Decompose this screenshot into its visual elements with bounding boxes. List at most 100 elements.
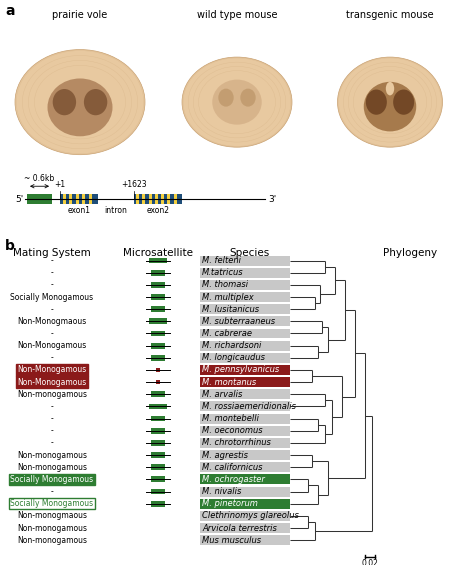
Text: Non-Monogamous: Non-Monogamous bbox=[18, 341, 87, 350]
Text: M. thomasi: M. thomasi bbox=[202, 280, 248, 289]
Bar bbox=[161, 194, 164, 205]
Text: -: - bbox=[51, 438, 54, 447]
Bar bbox=[70, 194, 73, 205]
Text: M. oeconomus: M. oeconomus bbox=[202, 426, 263, 435]
Ellipse shape bbox=[393, 89, 414, 115]
Text: Socially Monogamous: Socially Monogamous bbox=[10, 293, 93, 302]
Bar bbox=[151, 355, 165, 360]
Text: Non-monogamous: Non-monogamous bbox=[17, 536, 87, 545]
Text: M. agrestis: M. agrestis bbox=[202, 450, 248, 459]
Text: Mus musculus: Mus musculus bbox=[202, 536, 261, 545]
Bar bbox=[63, 194, 66, 205]
Ellipse shape bbox=[47, 79, 112, 136]
Text: Clethrinomys glareolus: Clethrinomys glareolus bbox=[202, 511, 299, 520]
Bar bbox=[200, 535, 290, 545]
Bar bbox=[151, 331, 165, 336]
Text: M.tatricus: M.tatricus bbox=[202, 268, 244, 277]
Text: Non-monogamous: Non-monogamous bbox=[17, 390, 87, 399]
Text: M. lusitanicus: M. lusitanicus bbox=[202, 305, 259, 314]
Ellipse shape bbox=[240, 89, 255, 107]
Bar bbox=[151, 428, 165, 434]
Bar bbox=[200, 316, 290, 327]
Ellipse shape bbox=[182, 57, 292, 147]
Bar bbox=[151, 270, 165, 276]
Text: prairie vole: prairie vole bbox=[52, 10, 108, 20]
Bar bbox=[134, 194, 182, 205]
Ellipse shape bbox=[15, 50, 145, 155]
Bar bbox=[200, 341, 290, 351]
Text: Non-monogamous: Non-monogamous bbox=[17, 450, 87, 459]
Bar bbox=[149, 194, 152, 205]
Text: ~ 0.6kb: ~ 0.6kb bbox=[24, 174, 55, 183]
Bar bbox=[200, 255, 290, 266]
Bar bbox=[149, 258, 167, 263]
Bar bbox=[200, 499, 290, 508]
Text: intron: intron bbox=[105, 206, 128, 215]
Text: 5': 5' bbox=[15, 195, 23, 204]
Text: transgenic mouse: transgenic mouse bbox=[346, 10, 434, 20]
Text: Phylogeny: Phylogeny bbox=[383, 248, 437, 258]
Bar bbox=[167, 194, 171, 205]
Text: M. montanus: M. montanus bbox=[202, 377, 256, 386]
Text: Non-Monogmaous: Non-Monogmaous bbox=[18, 317, 87, 326]
Bar bbox=[200, 426, 290, 436]
Bar bbox=[151, 416, 165, 421]
Bar bbox=[151, 440, 165, 446]
Ellipse shape bbox=[337, 57, 443, 147]
Text: -: - bbox=[51, 329, 54, 338]
Text: Species: Species bbox=[230, 248, 270, 258]
Bar bbox=[142, 194, 146, 205]
Bar bbox=[200, 280, 290, 290]
Ellipse shape bbox=[212, 80, 262, 125]
Bar bbox=[200, 450, 290, 460]
Text: M. cabrerae: M. cabrerae bbox=[202, 329, 252, 338]
Text: -: - bbox=[51, 426, 54, 435]
Bar bbox=[156, 368, 160, 372]
Text: M. ochrogaster: M. ochrogaster bbox=[202, 475, 265, 484]
Text: M. richardsoni: M. richardsoni bbox=[202, 341, 261, 350]
Text: M. nivalis: M. nivalis bbox=[202, 487, 241, 496]
Bar bbox=[76, 194, 79, 205]
Text: M. felteni: M. felteni bbox=[202, 256, 241, 265]
Text: -: - bbox=[51, 256, 54, 265]
Bar bbox=[200, 268, 290, 277]
Bar bbox=[200, 414, 290, 424]
Ellipse shape bbox=[386, 82, 394, 95]
Text: Non-Monogamous: Non-Monogamous bbox=[18, 377, 87, 386]
Bar bbox=[200, 475, 290, 484]
Text: Non-Monogamous: Non-Monogamous bbox=[18, 366, 87, 375]
Bar bbox=[82, 194, 85, 205]
Bar bbox=[200, 292, 290, 302]
Bar bbox=[200, 438, 290, 448]
Text: M. californicus: M. californicus bbox=[202, 463, 263, 472]
Bar bbox=[151, 452, 165, 458]
Bar bbox=[151, 343, 165, 349]
Text: M. montebelli: M. montebelli bbox=[202, 414, 259, 423]
Text: exon2: exon2 bbox=[146, 206, 170, 215]
Bar bbox=[155, 194, 158, 205]
Text: -: - bbox=[51, 305, 54, 314]
Text: Microsatellite: Microsatellite bbox=[123, 248, 193, 258]
Text: M. pinetorum: M. pinetorum bbox=[202, 499, 258, 508]
Text: b: b bbox=[5, 240, 15, 254]
Bar bbox=[27, 194, 52, 205]
Bar bbox=[60, 194, 98, 205]
Ellipse shape bbox=[219, 89, 234, 107]
Text: -: - bbox=[51, 402, 54, 411]
Bar bbox=[200, 328, 290, 338]
Text: Socially Monogamous: Socially Monogamous bbox=[10, 475, 93, 484]
Text: M. chrotorrhinus: M. chrotorrhinus bbox=[202, 438, 271, 447]
Bar bbox=[200, 523, 290, 533]
Bar bbox=[136, 194, 139, 205]
Bar bbox=[151, 392, 165, 397]
Ellipse shape bbox=[366, 89, 387, 115]
Bar bbox=[151, 489, 165, 494]
Text: M. multiplex: M. multiplex bbox=[202, 293, 254, 302]
Text: exon1: exon1 bbox=[67, 206, 91, 215]
Ellipse shape bbox=[84, 89, 107, 115]
Text: M. arvalis: M. arvalis bbox=[202, 390, 242, 399]
Bar bbox=[200, 304, 290, 314]
Bar bbox=[156, 380, 160, 384]
Bar bbox=[200, 511, 290, 521]
Text: +1623: +1623 bbox=[121, 180, 147, 189]
